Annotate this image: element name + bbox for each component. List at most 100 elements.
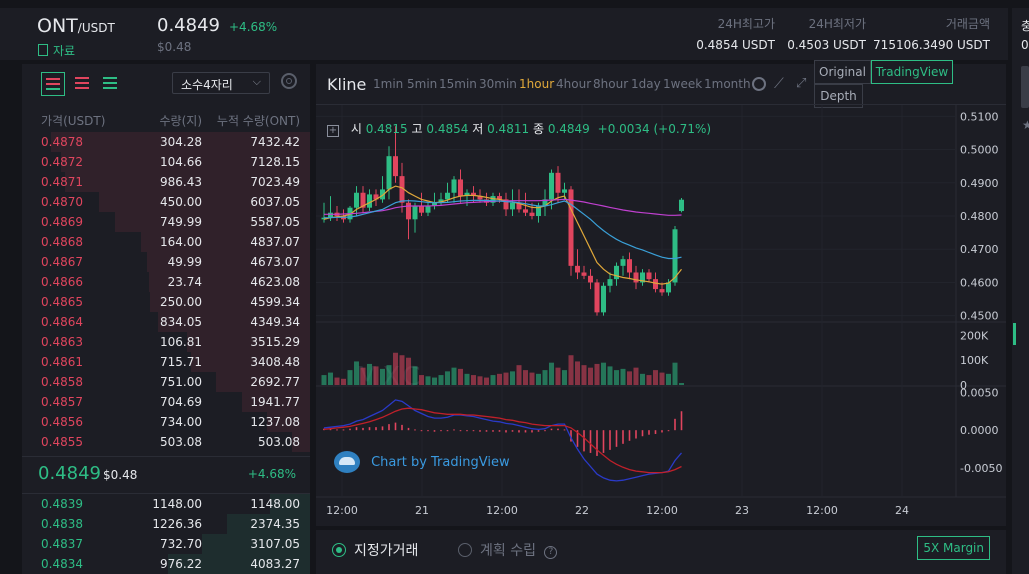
ask-amount: 106.81 [160, 335, 202, 349]
macd-histogram-bar [505, 430, 507, 433]
bid-row[interactable]: 0.4837 732.70 3107.05 [22, 534, 310, 554]
candle-body [594, 282, 600, 313]
time-tick-label: 21 [415, 504, 429, 517]
interval-tab-5min[interactable]: 5min [407, 77, 438, 91]
ask-row[interactable]: 0.4865 250.00 4599.34 [22, 292, 310, 312]
macd-histogram-bar [401, 424, 403, 431]
macd-histogram-bar [414, 429, 416, 431]
macd-histogram-bar [394, 422, 397, 431]
settings-gear-icon[interactable] [752, 77, 766, 91]
ask-price: 0.4857 [41, 395, 83, 409]
volume-bar [516, 365, 522, 385]
limit-order-label: 지정가거래 [354, 543, 419, 559]
precision-select[interactable]: 소수4자리 ⌵ [172, 72, 270, 94]
macd-histogram-bar [563, 429, 566, 431]
chart-area[interactable]: MXC 0.51000.50000.49000.48000.47000.4600… [316, 104, 1006, 527]
interval-tab-30min[interactable]: 30min [479, 77, 517, 91]
view-bids-button[interactable] [103, 77, 117, 89]
macd-histogram-bar [596, 430, 598, 456]
candle-body [399, 176, 405, 203]
ask-total: 4673.07 [250, 255, 300, 269]
volume-bar [542, 370, 548, 385]
usd-value: $0.48 [157, 40, 192, 54]
indicator-icon[interactable]: ⟋ [774, 76, 784, 92]
bid-row[interactable]: 0.4839 1148.00 1148.00 [22, 494, 310, 514]
ask-depth-bar [65, 172, 310, 192]
view-tradingview-button[interactable]: TradingView [871, 60, 953, 84]
price-tick-label: 0.4700 [960, 243, 999, 256]
right-cut-value: 0 [1021, 38, 1029, 52]
fullscreen-icon[interactable]: ⤢ [796, 76, 807, 91]
macd-histogram-bar [648, 430, 650, 435]
macd-histogram-bar [349, 428, 351, 431]
macd-histogram-bar [446, 430, 449, 432]
close-label: 종 [532, 122, 544, 136]
help-icon[interactable]: ? [544, 546, 558, 559]
ask-price: 0.4865 [41, 295, 83, 309]
macd-histogram-bar [635, 430, 637, 439]
list-asks-icon [75, 77, 89, 89]
ask-price: 0.4878 [41, 135, 83, 149]
bid-depth-bar [227, 514, 310, 534]
gear-icon[interactable] [281, 73, 297, 89]
stat-volume-value: 715106.3490 USDT [873, 38, 990, 52]
ask-amount: 304.28 [160, 135, 202, 149]
plan-order-option[interactable]: 계획 수립 ? [458, 540, 558, 560]
macd-histogram-bar [479, 430, 481, 432]
info-link[interactable]: 자료 [38, 42, 75, 59]
interval-tab-1hour[interactable]: 1hour [519, 77, 555, 91]
ask-row[interactable]: 0.4871 986.43 7023.49 [22, 172, 310, 192]
tradingview-attribution[interactable]: Chart by TradingView [334, 451, 510, 475]
ask-row[interactable]: 0.4855 503.08 503.08 [22, 432, 310, 452]
chart-panel: Kline 1min 5min 15min 30min 1hour 4hour 8hour 1… [316, 60, 1006, 527]
interval-tab-8hour[interactable]: 8hour [593, 77, 629, 91]
trade-form-header: 지정가거래 계획 수립 ? 5X Margin [316, 530, 1006, 574]
candle-body [516, 202, 522, 210]
ask-row[interactable]: 0.4858 751.00 2692.77 [22, 372, 310, 392]
interval-tab-4hour[interactable]: 4hour [556, 77, 592, 91]
limit-order-option[interactable]: 지정가거래 [332, 540, 418, 560]
view-original-button[interactable]: Original [814, 60, 871, 84]
ask-row[interactable]: 0.4870 450.00 6037.05 [22, 192, 310, 212]
interval-tab-1week[interactable]: 1week [663, 77, 703, 91]
candle-body [445, 192, 450, 200]
volume-bar [484, 377, 489, 385]
ask-row[interactable]: 0.4869 749.99 5587.05 [22, 212, 310, 232]
macd-line [323, 399, 682, 482]
candle-body [510, 202, 515, 210]
volume-bar [412, 366, 418, 385]
add-indicator-icon[interactable]: + [327, 125, 339, 137]
ask-price: 0.4861 [41, 355, 83, 369]
macd-histogram-bar [375, 427, 377, 431]
candlestick-chart[interactable]: MXC 0.51000.50000.49000.48000.47000.4600… [316, 105, 1006, 527]
view-both-button[interactable] [41, 72, 65, 96]
ask-row[interactable]: 0.4856 734.00 1237.08 [22, 412, 310, 432]
ask-price: 0.4869 [41, 215, 83, 229]
candle-body [490, 196, 496, 203]
ask-row[interactable]: 0.4864 834.05 4349.34 [22, 312, 310, 332]
ask-depth-bar [158, 312, 310, 332]
macd-histogram-bar [407, 427, 410, 431]
right-scroll-thumb[interactable] [1021, 66, 1029, 108]
ask-row[interactable]: 0.4857 704.69 1941.77 [22, 392, 310, 412]
interval-tab-1min[interactable]: 1min [373, 77, 404, 91]
ma-short-line [323, 185, 682, 285]
ask-row[interactable]: 0.4872 104.66 7128.15 [22, 152, 310, 172]
interval-tab-1month[interactable]: 1month [704, 77, 751, 91]
margin-button[interactable]: 5X Margin [917, 536, 990, 560]
ask-row[interactable]: 0.4867 49.99 4673.07 [22, 252, 310, 272]
macd-histogram-bar [602, 430, 605, 453]
candle-body [633, 272, 639, 283]
bid-row[interactable]: 0.4834 976.22 4083.27 [22, 554, 310, 574]
interval-tab-15min[interactable]: 15min [439, 77, 477, 91]
ask-row[interactable]: 0.4868 164.00 4837.07 [22, 232, 310, 252]
ask-row[interactable]: 0.4863 106.81 3515.29 [22, 332, 310, 352]
ask-row[interactable]: 0.4861 715.71 3408.48 [22, 352, 310, 372]
bid-row[interactable]: 0.4838 1226.36 2374.35 [22, 514, 310, 534]
volume-bar [347, 370, 353, 385]
ask-depth-bar [148, 272, 310, 292]
interval-tab-1day[interactable]: 1day [631, 77, 661, 91]
ask-row[interactable]: 0.4878 304.28 7432.42 [22, 132, 310, 152]
view-asks-button[interactable] [75, 77, 89, 89]
ask-row[interactable]: 0.4866 23.74 4623.08 [22, 272, 310, 292]
